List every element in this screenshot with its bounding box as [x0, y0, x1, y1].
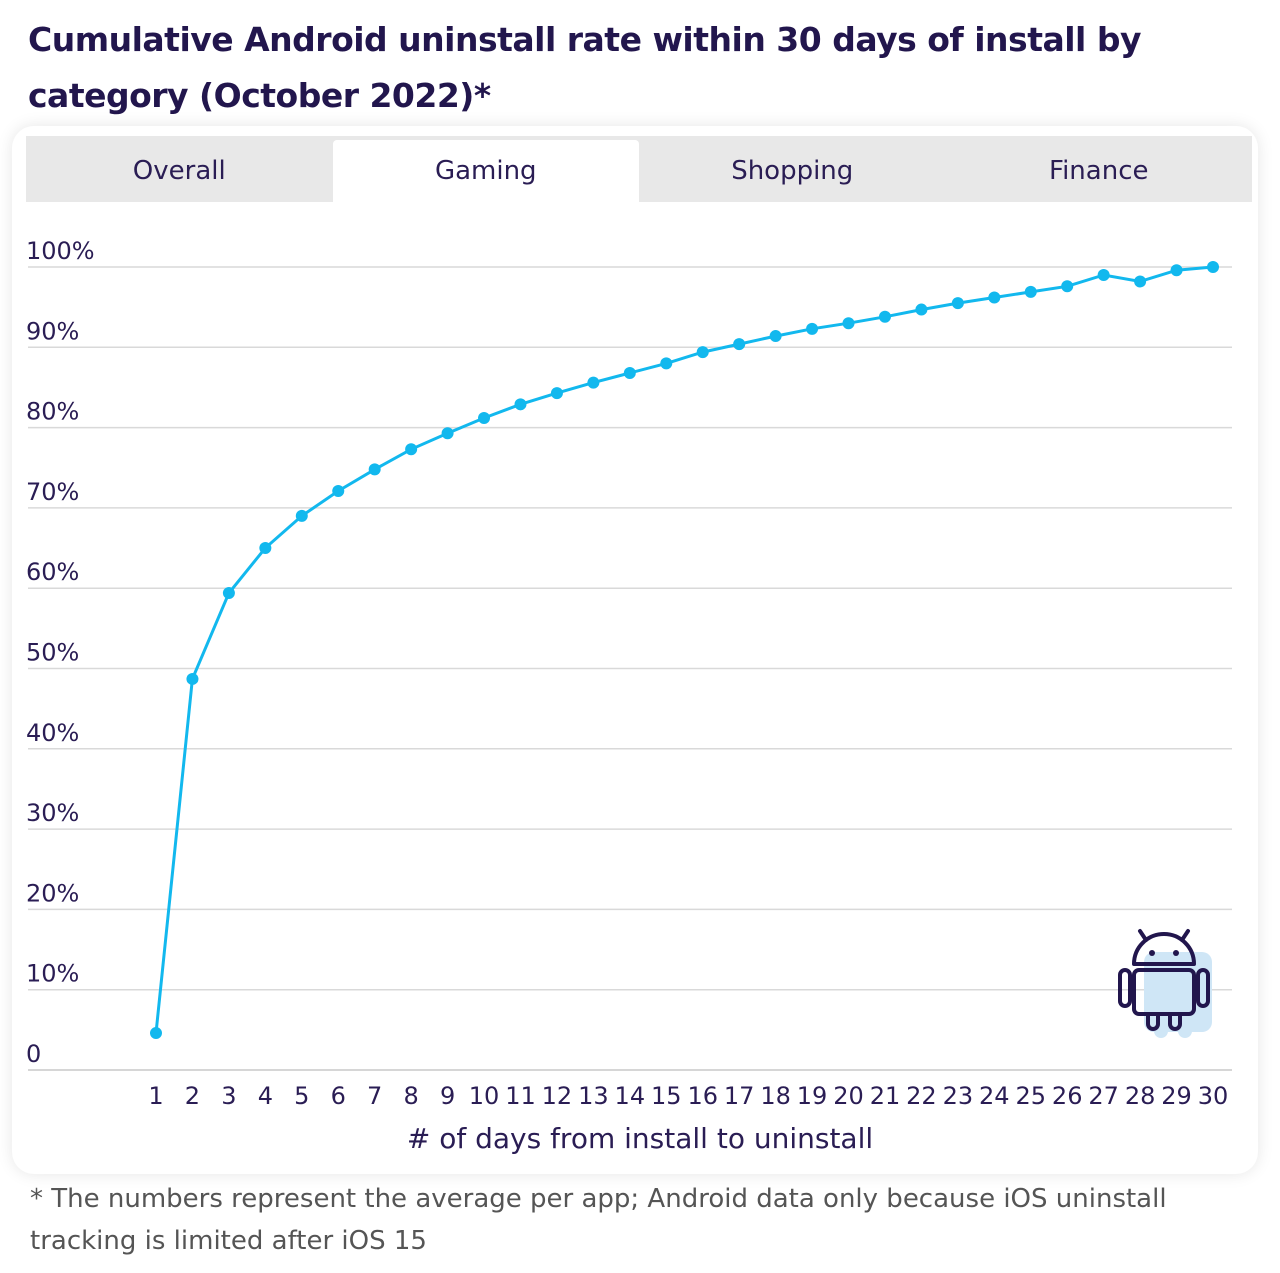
- data-point: [550, 387, 563, 400]
- data-point: [806, 322, 819, 335]
- data-point: [259, 542, 272, 555]
- data-point: [332, 485, 345, 498]
- x-tick-label: 12: [542, 1082, 573, 1110]
- data-point: [1207, 261, 1219, 273]
- x-tick-label: 28: [1125, 1082, 1156, 1110]
- x-tick-label: 20: [833, 1082, 864, 1110]
- x-tick-label: 26: [1052, 1082, 1083, 1110]
- x-tick-label: 21: [870, 1082, 901, 1110]
- data-point: [1024, 285, 1037, 298]
- y-tick-label: 80%: [26, 398, 79, 426]
- x-tick-label: 19: [797, 1082, 828, 1110]
- data-point: [150, 1027, 162, 1040]
- tab-shopping[interactable]: Shopping: [731, 156, 854, 186]
- y-tick-label: 40%: [26, 719, 79, 747]
- category-tabs: Overall Gaming Shopping Finance: [26, 136, 1252, 202]
- x-tick-label: 15: [651, 1082, 682, 1110]
- data-point: [660, 357, 673, 370]
- x-tick-label: 30: [1198, 1082, 1229, 1110]
- x-tick-label: 4: [258, 1082, 273, 1110]
- data-point: [295, 509, 308, 522]
- data-point: [696, 346, 709, 359]
- data-point: [368, 463, 381, 476]
- y-tick-label: 10%: [26, 960, 79, 988]
- x-tick-label: 18: [760, 1082, 791, 1110]
- data-point: [915, 303, 928, 316]
- data-point: [733, 338, 746, 351]
- x-tick-label: 11: [505, 1082, 536, 1110]
- data-point: [988, 291, 1001, 304]
- y-tick-label: 70%: [26, 478, 79, 506]
- data-point: [769, 330, 782, 343]
- y-tick-label: 0: [26, 1040, 41, 1068]
- x-tick-label: 2: [185, 1082, 200, 1110]
- x-tick-label: 17: [724, 1082, 755, 1110]
- chart-card: Overall Gaming Shopping Finance: [12, 126, 1258, 1174]
- data-point: [514, 398, 527, 411]
- x-tick-label: 13: [578, 1082, 609, 1110]
- x-tick-label: 23: [943, 1082, 974, 1110]
- tab-gaming[interactable]: Gaming: [332, 140, 639, 202]
- x-tick-label: 27: [1088, 1082, 1119, 1110]
- x-tick-label: 24: [979, 1082, 1010, 1110]
- chart-title: Cumulative Android uninstall rate within…: [28, 20, 1141, 115]
- data-point: [951, 297, 964, 310]
- x-tick-label: 6: [331, 1082, 346, 1110]
- data-points: [150, 261, 1219, 1040]
- x-tick-label: 25: [1015, 1082, 1046, 1110]
- data-point: [878, 310, 891, 323]
- android-robot-icon: [1118, 929, 1212, 1038]
- y-tick-label: 30%: [26, 799, 79, 827]
- x-tick-label: 3: [221, 1082, 236, 1110]
- grid-lines: [28, 266, 1232, 1071]
- x-tick-label: 29: [1161, 1082, 1192, 1110]
- tab-overall[interactable]: Overall: [132, 156, 226, 186]
- x-tick-label: 1: [148, 1082, 163, 1110]
- y-tick-label: 90%: [26, 317, 79, 345]
- data-point: [1061, 280, 1074, 293]
- data-point: [842, 317, 855, 330]
- data-point: [222, 587, 235, 600]
- x-tick-label: 10: [469, 1082, 500, 1110]
- tab-finance[interactable]: Finance: [1049, 156, 1149, 186]
- x-tick-label: 8: [403, 1082, 418, 1110]
- footnote: * The numbers represent the average per …: [30, 1184, 1167, 1256]
- x-axis-title: # of days from install to uninstall: [407, 1122, 873, 1155]
- y-tick-label: 50%: [26, 639, 79, 667]
- data-point: [405, 443, 418, 456]
- x-tick-label: 16: [687, 1082, 718, 1110]
- x-tick-label: 7: [367, 1082, 382, 1110]
- data-point: [478, 411, 491, 424]
- data-point: [1170, 264, 1183, 277]
- x-axis-ticks: 1 2 3 4 5 6 7 8 9 10 11 12 13 14 15 16 17 18 19 20 21 22 23 24 2…: [148, 1082, 1228, 1110]
- data-point: [587, 376, 600, 389]
- x-tick-label: 5: [294, 1082, 309, 1110]
- data-point: [186, 672, 199, 685]
- y-tick-label: 20%: [26, 879, 79, 907]
- y-axis-ticks: 0 10% 20% 30% 40% 50% 60% 70% 80% 90% 100%: [26, 237, 95, 1068]
- data-point: [623, 366, 636, 379]
- data-point: [1097, 269, 1110, 282]
- x-tick-label: 9: [440, 1082, 455, 1110]
- data-point: [441, 427, 454, 440]
- data-point: [1134, 275, 1147, 288]
- series-line: [154, 265, 1214, 1034]
- x-tick-label: 14: [615, 1082, 646, 1110]
- x-tick-label: 22: [906, 1082, 937, 1110]
- y-tick-label: 60%: [26, 558, 79, 586]
- y-tick-label: 100%: [26, 237, 95, 265]
